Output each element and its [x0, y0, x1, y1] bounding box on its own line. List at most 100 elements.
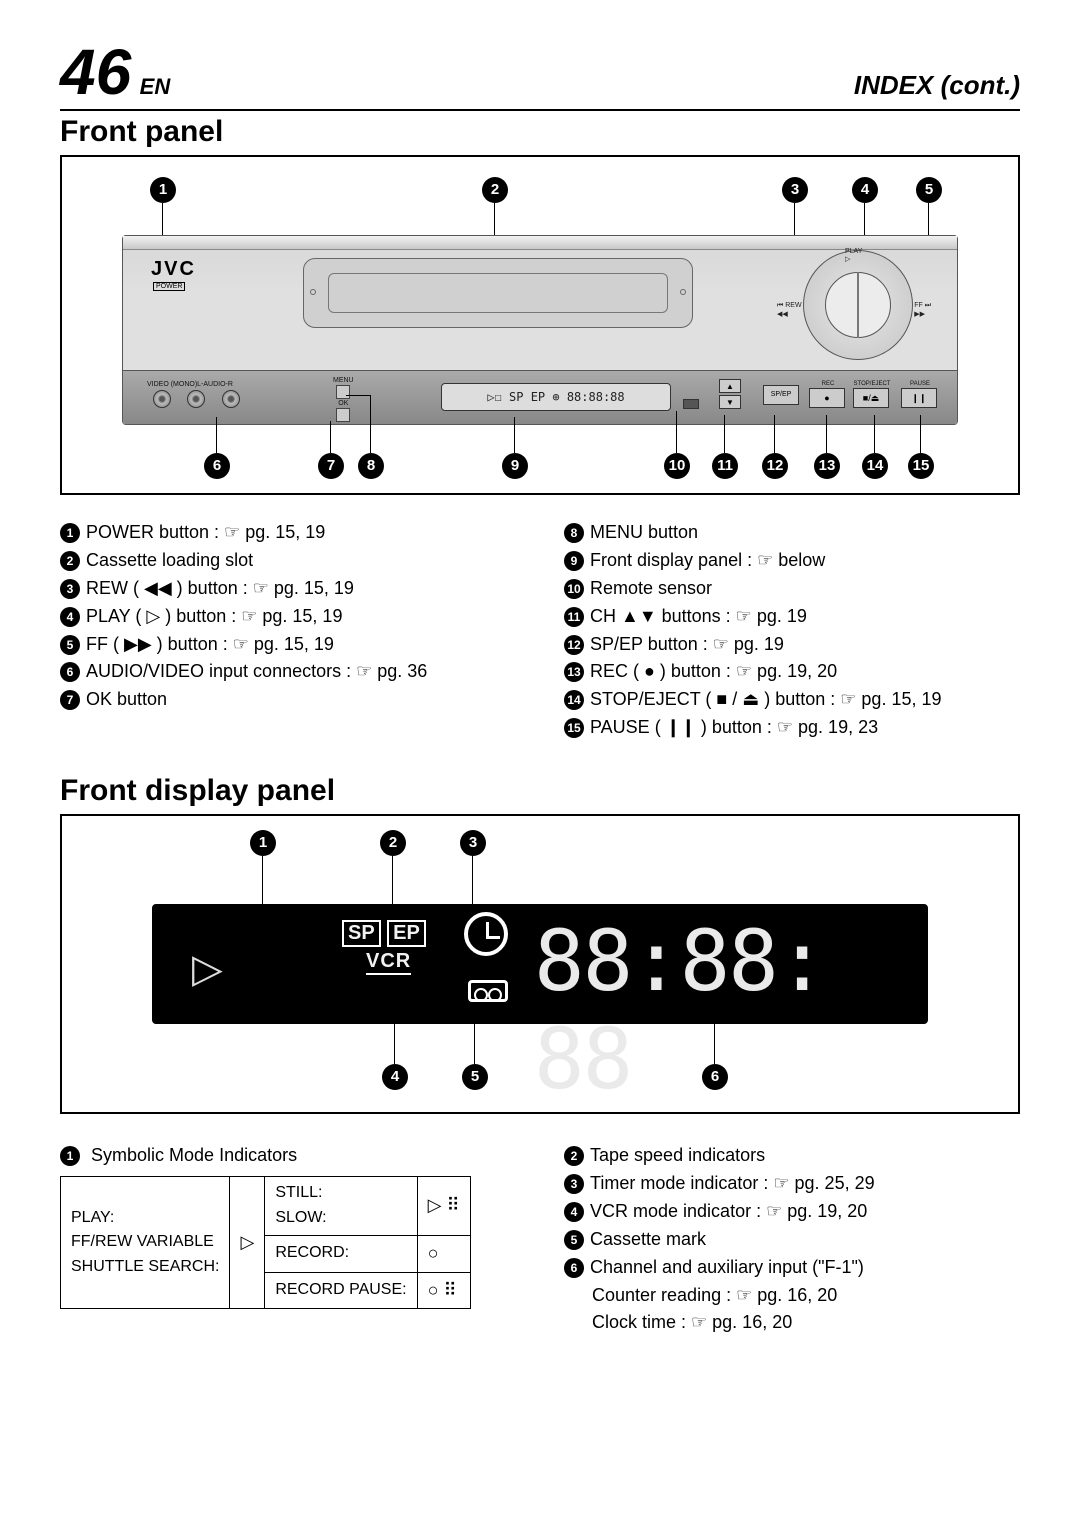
front-display-title: Front display panel	[60, 774, 1020, 808]
mode-table: PLAY: FF/REW VARIABLE SHUTTLE SEARCH: ▷ …	[60, 1176, 471, 1309]
badge-num: 15	[564, 718, 584, 738]
list-text: Cassette loading slot	[86, 550, 253, 570]
ep-label: EP	[387, 920, 426, 947]
badge-num: 5	[564, 1230, 584, 1250]
badge-12: 12	[762, 453, 788, 479]
channel-buttons: ▲ ▼	[719, 379, 745, 411]
jog-ff-label: FF ⏭▶▶	[914, 302, 931, 318]
badge-9: 9	[502, 453, 528, 479]
badge-7: 7	[318, 453, 344, 479]
pause-label: PAUSE	[901, 381, 939, 387]
list-item: 7OK button	[60, 686, 516, 714]
menu-button[interactable]	[336, 385, 350, 399]
leader	[774, 415, 775, 453]
list-item: 3Timer mode indicator : ☞ pg. 25, 29	[564, 1170, 1020, 1198]
badge-num: 4	[564, 1202, 584, 1222]
jog-play-label: PLAY▷	[845, 248, 862, 263]
fd-badge-3: 3	[460, 830, 486, 856]
list-text: STOP/EJECT ( ■ / ⏏ ) button : ☞ pg. 15, …	[590, 689, 942, 709]
badge-3: 3	[782, 177, 808, 203]
list-text: MENU button	[590, 522, 698, 542]
list-text: FF ( ▶▶ ) button : ☞ pg. 15, 19	[86, 634, 334, 654]
stop-label: STOP/EJECT	[853, 381, 891, 387]
rec-label: REC	[809, 381, 847, 387]
badge-num: 6	[60, 662, 80, 682]
list-text: REC ( ● ) button : ☞ pg. 19, 20	[590, 661, 837, 681]
sp-ep-indicator: SP EP	[342, 920, 428, 947]
audio-r-jack	[222, 390, 240, 408]
badge-num: 13	[564, 662, 584, 682]
list-item: 5Cassette mark	[564, 1226, 1020, 1254]
mode-icon: ▷	[172, 928, 248, 1004]
badge-num: 1	[60, 523, 80, 543]
rec-button[interactable]: ●	[809, 388, 845, 408]
badge-1: 1	[150, 177, 176, 203]
vcr-accent	[123, 236, 957, 250]
av-jacks: VIDEO (MONO)L-AUDIO-R	[147, 381, 246, 413]
mode-row-label: RECORD:	[265, 1235, 417, 1272]
ch-up-button[interactable]: ▲	[719, 379, 741, 393]
list-item: 1 POWER button : ☞ pg. 15, 19	[60, 519, 516, 547]
page: 46 EN INDEX (cont.) Front panel 1 2 3 4 …	[0, 0, 1080, 1387]
badge-num: 5	[60, 635, 80, 655]
fd-badge-6: 6	[702, 1064, 728, 1090]
list-text: Front display panel : ☞ below	[590, 550, 825, 570]
extra-line: Clock time : ☞ pg. 16, 20	[564, 1309, 1020, 1337]
display-panel: ▷ SP EP VCR 88:88: 88	[152, 904, 928, 1024]
leader	[394, 976, 395, 1064]
ok-label: OK	[333, 400, 354, 407]
pause-button[interactable]: ❙❙	[901, 388, 937, 408]
sp-label: SP	[342, 920, 381, 947]
jog-rew-label: ⏮ REW◀◀	[777, 302, 802, 318]
list-text: AUDIO/VIDEO input connectors : ☞ pg. 36	[86, 661, 427, 681]
list-text: SP/EP button : ☞ pg. 19	[590, 634, 784, 654]
badge-num: 12	[564, 635, 584, 655]
badge-8: 8	[358, 453, 384, 479]
fp-list-left: 1 POWER button : ☞ pg. 15, 19 2Cassette l…	[60, 519, 516, 742]
leader	[826, 415, 827, 453]
remote-sensor	[683, 399, 699, 409]
fd-badge-4: 4	[382, 1064, 408, 1090]
list-item: 8MENU button	[564, 519, 1020, 547]
audio-l-jack	[187, 390, 205, 408]
fp-list-right: 8MENU button 9Front display panel : ☞ be…	[564, 519, 1020, 742]
list-text: Tape speed indicators	[590, 1145, 765, 1165]
list-item: 2Tape speed indicators	[564, 1142, 1020, 1170]
mode-row-symbol: ▷ ⠿	[417, 1177, 470, 1236]
badge-13: 13	[814, 453, 840, 479]
cassette-slot	[303, 258, 693, 328]
ch-down-button[interactable]: ▼	[719, 395, 741, 409]
leader	[724, 415, 725, 453]
spep-button[interactable]: SP/EP	[763, 385, 799, 405]
jvc-logo: JVC	[151, 258, 196, 281]
leader	[216, 417, 217, 453]
list-item: 6Channel and auxiliary input ("F-1")	[564, 1254, 1020, 1282]
mode-left-labels: PLAY: FF/REW VARIABLE SHUTTLE SEARCH:	[61, 1177, 230, 1309]
badge-10: 10	[664, 453, 690, 479]
front-display-diagram: 1 2 3 ▷ SP EP VCR 88:88: 88 4 5 6	[60, 814, 1020, 1114]
list-item: 15PAUSE ( ❙❙ ) button : ☞ pg. 19, 23	[564, 714, 1020, 742]
leader	[346, 395, 370, 396]
timer-icon	[464, 912, 508, 956]
leader	[514, 417, 515, 453]
extra-line: Counter reading : ☞ pg. 16, 20	[564, 1282, 1020, 1310]
leader	[330, 421, 331, 453]
badge-4: 4	[852, 177, 878, 203]
leader	[714, 1020, 715, 1064]
page-lang: EN	[140, 74, 171, 99]
menu-label: MENU	[333, 377, 354, 384]
list-text: POWER button : ☞ pg. 15, 19	[86, 522, 325, 542]
mini-display: ▷☐ SP EP ⊕ 88:88:88	[441, 383, 671, 411]
leader	[874, 415, 875, 453]
badge-15: 15	[908, 453, 934, 479]
list-item: 2Cassette loading slot	[60, 547, 516, 575]
ok-button[interactable]	[336, 408, 350, 422]
menu-ok-buttons: MENU OK	[333, 377, 354, 423]
badge-num: 6	[564, 1258, 584, 1278]
badge-num: 4	[60, 607, 80, 627]
vcr-label: VCR	[366, 950, 411, 975]
stop-button[interactable]: ■/⏏	[853, 388, 889, 408]
play-arrow-icon: ▷	[192, 946, 223, 992]
list-text: CH ▲▼ buttons : ☞ pg. 19	[590, 606, 807, 626]
page-number-value: 46	[60, 36, 131, 108]
